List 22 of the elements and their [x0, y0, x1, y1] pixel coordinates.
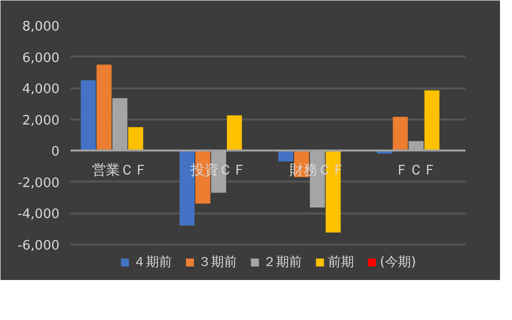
y-tick-label: 8,000 [22, 20, 60, 34]
bar [128, 127, 144, 150]
x-tick-label: ＦＣＦ [395, 162, 438, 178]
bar [392, 116, 408, 150]
bar [80, 80, 96, 150]
bar [96, 64, 112, 150]
y-tick-label: -6,000 [18, 238, 60, 254]
y-tick-label: 2,000 [22, 113, 60, 128]
bar [226, 115, 242, 150]
legend-label: (今期) [380, 254, 416, 271]
bar [424, 90, 440, 150]
legend-label: ２期前 [262, 254, 302, 271]
legend-label: 前期 [328, 254, 354, 271]
legend-label: ４期前 [132, 254, 172, 271]
bar [278, 150, 294, 162]
legend-label: ３期前 [198, 254, 237, 271]
y-tick-label: 6,000 [22, 50, 60, 66]
y-tick-label: 0 [51, 144, 60, 160]
y-tick-label: 4,000 [22, 82, 60, 97]
x-tick-label: 営業ＣＦ [92, 162, 148, 178]
y-tick-label: -4,000 [18, 207, 60, 222]
y-tick-label: -2,000 [18, 176, 60, 191]
